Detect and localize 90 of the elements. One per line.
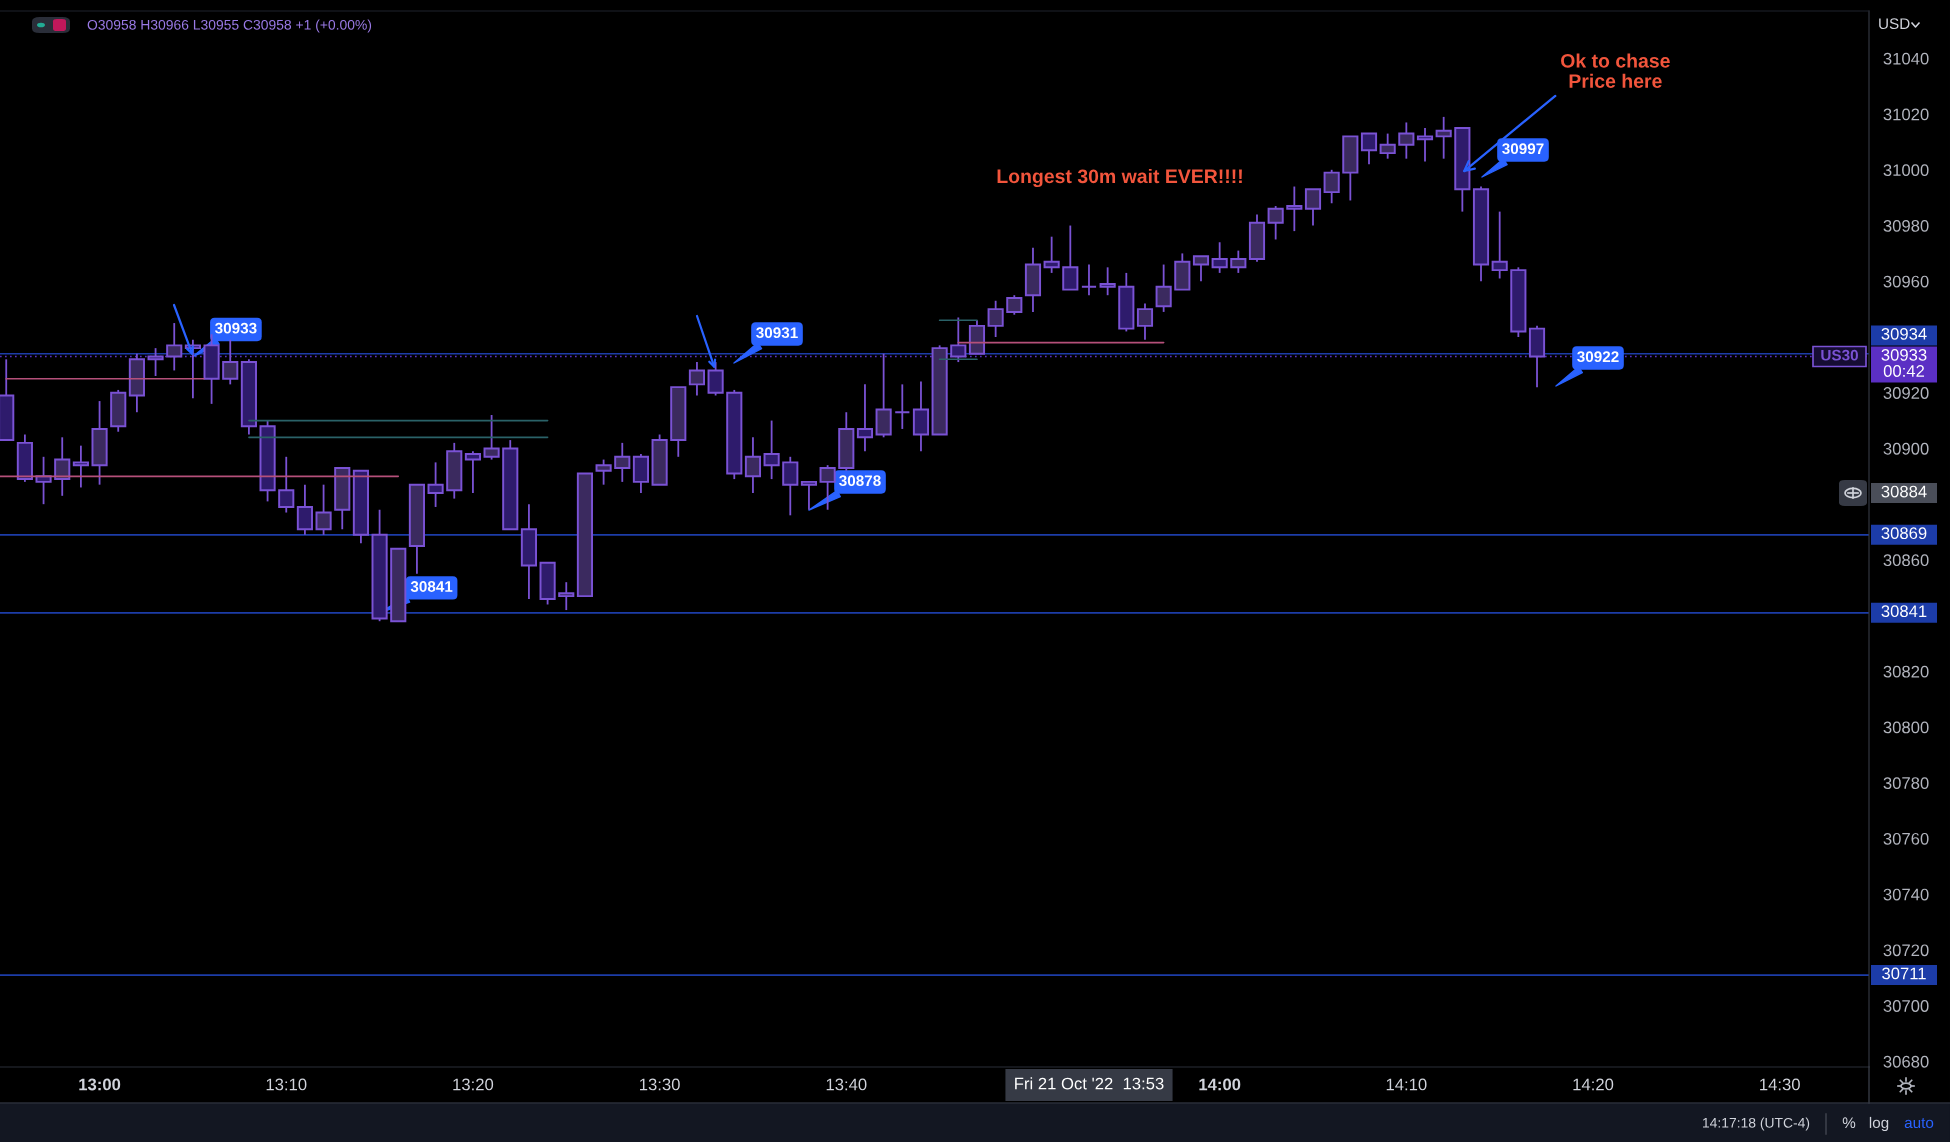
candlestick: [1080, 263, 1098, 297]
candlestick: [1099, 266, 1116, 297]
annotation: 30933: [215, 322, 257, 334]
text: auto: [1904, 1118, 1934, 1129]
annotation: Ok to chase Price here: [1561, 53, 1670, 88]
text: USD: [1879, 18, 1910, 30]
y-tick-label: 30680: [1883, 1055, 1929, 1068]
ref-line-label: 30711: [1882, 967, 1926, 980]
candlestick: [278, 455, 295, 514]
candlestick: [296, 483, 313, 536]
annotation: O30958 H30966 L30955 C30958 +1 (+0.00%): [87, 19, 372, 33]
annotation: 30931: [756, 327, 798, 339]
annotation: 30841: [410, 581, 453, 592]
ref-line-label: 30841: [1881, 605, 1927, 618]
candlestick: [72, 444, 89, 489]
x-tick-label: 14:20: [1573, 1078, 1614, 1091]
candlestick: [782, 455, 799, 517]
candlestick: [1192, 255, 1210, 283]
candlestick: [166, 322, 183, 372]
candlestick: [894, 383, 911, 430]
candlestick: [856, 383, 874, 453]
y-tick-label: 30700: [1883, 1000, 1929, 1012]
candlestick: [1043, 235, 1060, 274]
ref-line-label: 30869: [1881, 527, 1927, 540]
candlestick: [222, 338, 239, 386]
y-tick-label: 30900: [1883, 442, 1929, 455]
annotation: 30922: [1577, 351, 1619, 363]
candlestick: [800, 480, 818, 511]
ref-line-label: 30933 00:42: [1881, 348, 1927, 377]
candlestick: [1006, 294, 1023, 316]
candlestick: [483, 414, 500, 461]
text: Fri 21 Oct '22 13:53: [1015, 1077, 1164, 1090]
candlestick: [987, 299, 1004, 338]
candlestick: [744, 436, 762, 494]
text: %: [1842, 1117, 1856, 1129]
y-tick-label: 30960: [1883, 275, 1929, 288]
y-tick-label: 30820: [1883, 665, 1929, 678]
candlestick: [819, 464, 836, 511]
candlestick: [1491, 210, 1508, 280]
x-tick-label: 13:20: [453, 1078, 494, 1091]
text: US30: [1821, 349, 1858, 361]
text: 14:17:18 (UTC-4): [1703, 1117, 1810, 1131]
x-tick-label: 14:30: [1760, 1078, 1800, 1091]
candlestick: [1230, 249, 1247, 274]
candlestick: [1398, 121, 1415, 160]
candlestick: [614, 441, 631, 483]
candlestick: [1435, 115, 1452, 160]
candlestick: [558, 581, 575, 611]
y-tick-label: 30980: [1883, 219, 1929, 232]
x-tick-label: 13:30: [640, 1078, 680, 1091]
candlestick: [464, 450, 481, 494]
candlestick: [688, 361, 706, 397]
x-tick-label: 13:10: [266, 1078, 307, 1091]
x-tick-label: 13:00: [79, 1078, 121, 1091]
candlestick: [1286, 185, 1303, 233]
y-tick-label: 30740: [1883, 888, 1929, 901]
candlestick: [1416, 127, 1434, 163]
candlestick: [315, 483, 332, 536]
annotation: 30878: [839, 475, 881, 487]
x-tick-label: 13:40: [826, 1078, 867, 1091]
candlestick: [1211, 241, 1228, 274]
candlestick: [1136, 302, 1154, 341]
annotation: 30997: [1502, 143, 1544, 155]
candlestick: [707, 361, 724, 397]
candlestick: [1304, 188, 1322, 227]
text: 30884: [1881, 485, 1927, 498]
y-tick-label: 30920: [1883, 387, 1929, 399]
candlestick: [595, 458, 612, 486]
candlestick: [763, 419, 780, 480]
candlestick: [1267, 205, 1284, 241]
candlestick: [427, 461, 444, 508]
candlestick: [1062, 224, 1079, 291]
y-tick-label: 30800: [1883, 721, 1929, 734]
annotation: Longest 30m wait EVER!!!!: [997, 168, 1242, 188]
ref-line-label: 30934: [1881, 327, 1927, 340]
candlestick: [1323, 168, 1340, 205]
candlestick: [1360, 132, 1378, 166]
y-tick-label: 30860: [1883, 554, 1929, 567]
y-tick-label: 30720: [1883, 944, 1929, 957]
text: log: [1869, 1116, 1889, 1132]
y-tick-label: 31020: [1883, 108, 1929, 121]
candlestick: [1155, 263, 1172, 313]
y-tick-label: 30780: [1883, 777, 1929, 789]
x-tick-label: 14:10: [1386, 1078, 1427, 1091]
x-tick-label: 14:00: [1199, 1078, 1241, 1091]
candlestick: [1379, 132, 1396, 160]
y-tick-label: 31040: [1883, 52, 1929, 65]
candlestick: [950, 316, 967, 363]
y-tick-label: 31000: [1883, 164, 1929, 177]
y-tick-label: 30760: [1883, 832, 1929, 845]
